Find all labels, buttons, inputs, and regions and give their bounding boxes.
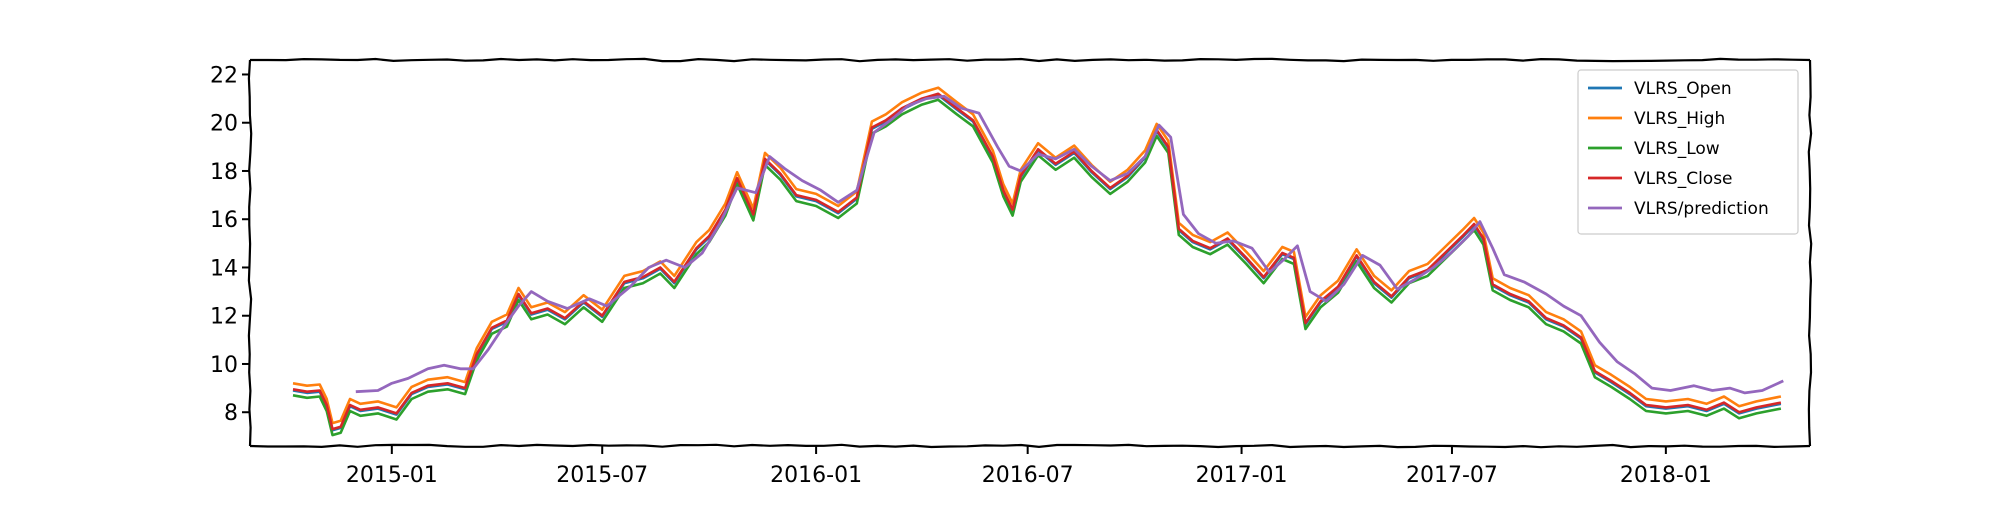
legend-label-vlrs-low: VLRS_Low: [1634, 139, 1720, 159]
series-layer: [292, 86, 1784, 437]
y-tick-label-16: 16: [210, 208, 238, 233]
legend-label-vlrs-high: VLRS_High: [1634, 109, 1725, 129]
y-tick-label-8: 8: [224, 401, 238, 426]
x-tick-label-2015-01: 2015-01: [346, 463, 438, 488]
y-tick-label-20: 20: [210, 112, 238, 137]
y-tick-label-12: 12: [210, 305, 238, 330]
legend-label-vlrs-close: VLRS_Close: [1634, 169, 1733, 189]
frame-top: [250, 57, 1811, 63]
x-tick-label-2018-01: 2018-01: [1620, 463, 1712, 488]
x-tick-label-2016-07: 2016-07: [982, 463, 1074, 488]
y-axis: 8 10 12 14 16 18 20 22: [210, 63, 250, 426]
plot-frame: [247, 57, 1813, 449]
series-line-vlrs-high: [292, 86, 1782, 425]
legend-box: [1577, 69, 1799, 235]
frame-bottom: [249, 443, 1811, 449]
y-tick-label-18: 18: [210, 160, 238, 185]
frame-left: [247, 59, 253, 447]
legend-label-vlrs-open: VLRS_Open: [1634, 79, 1732, 99]
legend: VLRS_Open VLRS_High VLRS_Low VLRS_Close VLRS…: [1577, 69, 1799, 235]
x-tick-label-2015-07: 2015-07: [556, 463, 648, 488]
series-line-vlrs-prediction: [355, 94, 1784, 395]
x-tick-label-2017-01: 2017-01: [1196, 463, 1288, 488]
y-tick-label-14: 14: [210, 256, 238, 281]
frame-right: [1807, 59, 1813, 447]
x-axis: 2015-01 2015-07 2016-01 2016-07 2017-01 2017-…: [346, 446, 1712, 488]
series-line-vlrs-close: [292, 92, 1782, 431]
y-tick-label-22: 22: [210, 63, 238, 88]
x-tick-label-2017-07: 2017-07: [1406, 463, 1498, 488]
x-tick-label-2016-01: 2016-01: [770, 463, 862, 488]
legend-label-vlrs-prediction: VLRS/prediction: [1634, 199, 1769, 219]
y-tick-label-10: 10: [210, 353, 238, 378]
